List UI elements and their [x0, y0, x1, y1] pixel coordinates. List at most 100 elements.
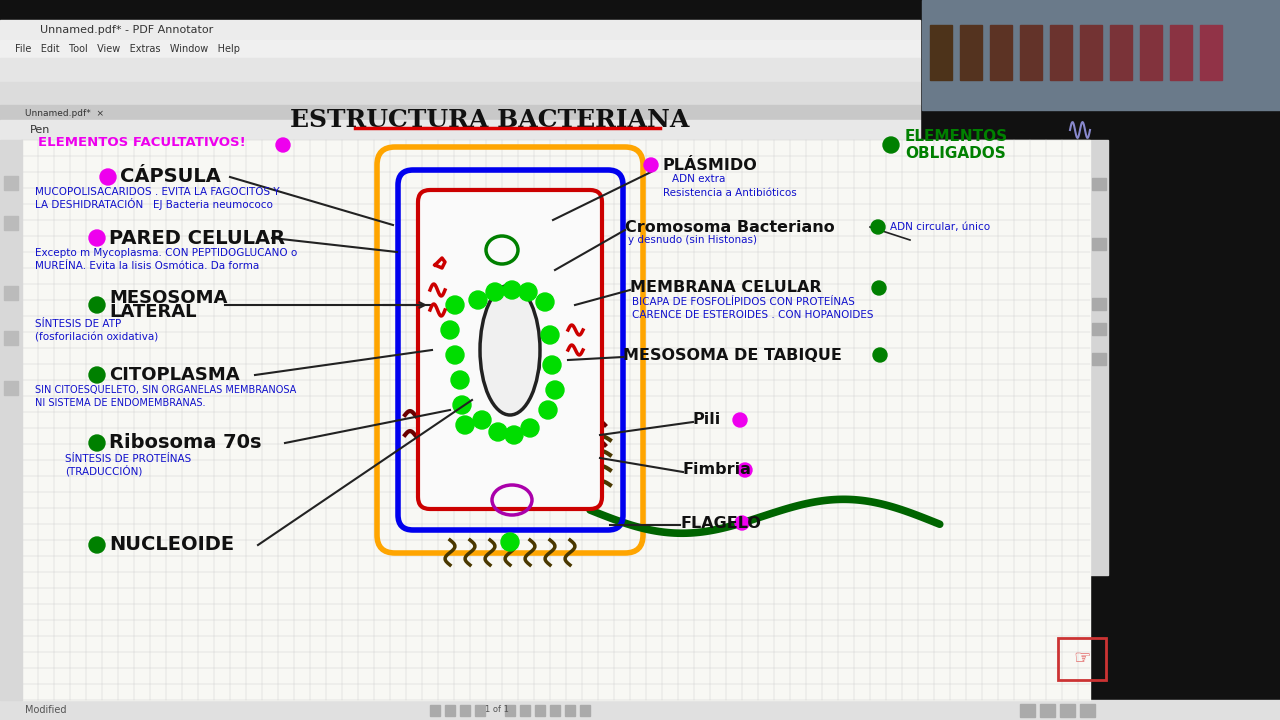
Bar	[1092, 353, 1106, 365]
Bar	[1092, 298, 1106, 310]
Circle shape	[90, 367, 105, 383]
Text: SIN CITOESQUELETO, SIN ORGANELAS MEMBRANOSA: SIN CITOESQUELETO, SIN ORGANELAS MEMBRAN…	[35, 385, 296, 395]
Text: CÁPSULA: CÁPSULA	[120, 168, 221, 186]
Text: MUREÍNA. Evita la lisis Osmótica. Da forma: MUREÍNA. Evita la lisis Osmótica. Da for…	[35, 261, 260, 271]
Text: SÍNTESIS DE ATP: SÍNTESIS DE ATP	[35, 319, 122, 329]
Circle shape	[735, 516, 749, 530]
Bar	[564, 705, 575, 716]
Text: PLÁSMIDO: PLÁSMIDO	[662, 158, 756, 173]
Bar	[4, 176, 18, 190]
Circle shape	[883, 137, 899, 153]
Ellipse shape	[480, 285, 540, 415]
FancyBboxPatch shape	[420, 192, 600, 507]
Bar	[506, 705, 515, 716]
Bar	[0, 105, 920, 120]
Text: MUCOPOLISACARIDOS . EVITA LA FAGOCITOS Y: MUCOPOLISACARIDOS . EVITA LA FAGOCITOS Y	[35, 187, 279, 197]
Circle shape	[518, 283, 538, 301]
Text: NUCLEOIDE: NUCLEOIDE	[109, 536, 234, 554]
Bar	[989, 25, 1012, 80]
Text: CARENCE DE ESTEROIDES . CON HOPANOIDES: CARENCE DE ESTEROIDES . CON HOPANOIDES	[632, 310, 873, 320]
Bar	[535, 705, 545, 716]
Text: ADN circular, único: ADN circular, único	[890, 222, 991, 232]
Text: ESTRUCTURA BACTERIANA: ESTRUCTURA BACTERIANA	[291, 108, 690, 132]
Bar	[1039, 704, 1055, 717]
Circle shape	[453, 396, 471, 414]
Circle shape	[543, 356, 561, 374]
Text: (fosforilación oxidativa): (fosforilación oxidativa)	[35, 332, 159, 342]
Circle shape	[506, 426, 524, 444]
Bar	[22, 140, 1091, 700]
Bar	[1140, 25, 1162, 80]
Text: ELEMENTOS
OBLIGADOS: ELEMENTOS OBLIGADOS	[905, 129, 1009, 161]
Circle shape	[442, 321, 460, 339]
Circle shape	[873, 348, 887, 362]
Bar	[4, 331, 18, 345]
Circle shape	[733, 413, 748, 427]
Bar	[0, 0, 920, 20]
Bar	[931, 25, 952, 80]
Bar	[520, 705, 530, 716]
FancyBboxPatch shape	[419, 190, 602, 509]
Text: (TRADUCCIÓN): (TRADUCCIÓN)	[65, 466, 142, 477]
Text: LA DESHIDRATACIÓN   EJ Bacteria neumococo: LA DESHIDRATACIÓN EJ Bacteria neumococo	[35, 198, 273, 210]
Circle shape	[456, 416, 474, 434]
Text: Pen: Pen	[29, 125, 50, 135]
Circle shape	[90, 435, 105, 451]
Text: MEMBRANA CELULAR: MEMBRANA CELULAR	[630, 281, 822, 295]
Text: SÍNTESIS DE PROTEÍNAS: SÍNTESIS DE PROTEÍNAS	[65, 454, 191, 464]
Bar	[1092, 323, 1106, 335]
Bar	[550, 705, 561, 716]
Text: Unnamed.pdf* - PDF Annotator: Unnamed.pdf* - PDF Annotator	[40, 25, 214, 35]
Bar	[1092, 238, 1106, 250]
Circle shape	[451, 371, 468, 389]
Text: ☞: ☞	[1073, 649, 1091, 668]
Circle shape	[870, 220, 884, 234]
Bar	[0, 120, 920, 140]
Circle shape	[500, 533, 518, 551]
Circle shape	[872, 281, 886, 295]
Circle shape	[90, 297, 105, 313]
Bar	[4, 216, 18, 230]
Circle shape	[644, 158, 658, 172]
Bar	[445, 705, 454, 716]
Bar	[1060, 704, 1075, 717]
Circle shape	[276, 138, 291, 152]
Text: FLAGELO: FLAGELO	[680, 516, 760, 531]
Text: BICAPA DE FOSFOLÍPIDOS CON PROTEÍNAS: BICAPA DE FOSFOLÍPIDOS CON PROTEÍNAS	[632, 297, 855, 307]
Bar	[0, 58, 920, 82]
Bar	[1020, 704, 1036, 717]
Bar	[1059, 638, 1106, 680]
Bar	[4, 286, 18, 300]
Bar	[580, 705, 590, 716]
Bar	[0, 20, 920, 40]
Text: ADN extra: ADN extra	[672, 174, 726, 184]
Circle shape	[486, 283, 504, 301]
Bar	[460, 705, 470, 716]
Bar	[0, 700, 1280, 720]
Bar	[922, 0, 1280, 110]
Bar	[1091, 140, 1108, 575]
Text: Pili: Pili	[692, 413, 721, 428]
Text: y desnudo (sin Histonas): y desnudo (sin Histonas)	[628, 235, 756, 245]
Text: PARED CELULAR: PARED CELULAR	[109, 228, 285, 248]
Text: CITOPLASMA: CITOPLASMA	[109, 366, 239, 384]
Bar	[475, 705, 485, 716]
Circle shape	[489, 423, 507, 441]
Bar	[1110, 25, 1132, 80]
Ellipse shape	[490, 343, 540, 387]
Circle shape	[90, 537, 105, 553]
Text: Cromosoma Bacteriano: Cromosoma Bacteriano	[625, 220, 835, 235]
Circle shape	[100, 169, 116, 185]
Bar	[960, 25, 982, 80]
Circle shape	[503, 281, 521, 299]
Circle shape	[536, 293, 554, 311]
Bar	[1170, 25, 1192, 80]
Circle shape	[521, 419, 539, 437]
Circle shape	[474, 411, 492, 429]
Circle shape	[739, 463, 753, 477]
Circle shape	[445, 346, 465, 364]
Text: Unnamed.pdf*  ×: Unnamed.pdf* ×	[26, 109, 104, 117]
Circle shape	[468, 291, 486, 309]
Circle shape	[547, 381, 564, 399]
Bar	[1080, 25, 1102, 80]
